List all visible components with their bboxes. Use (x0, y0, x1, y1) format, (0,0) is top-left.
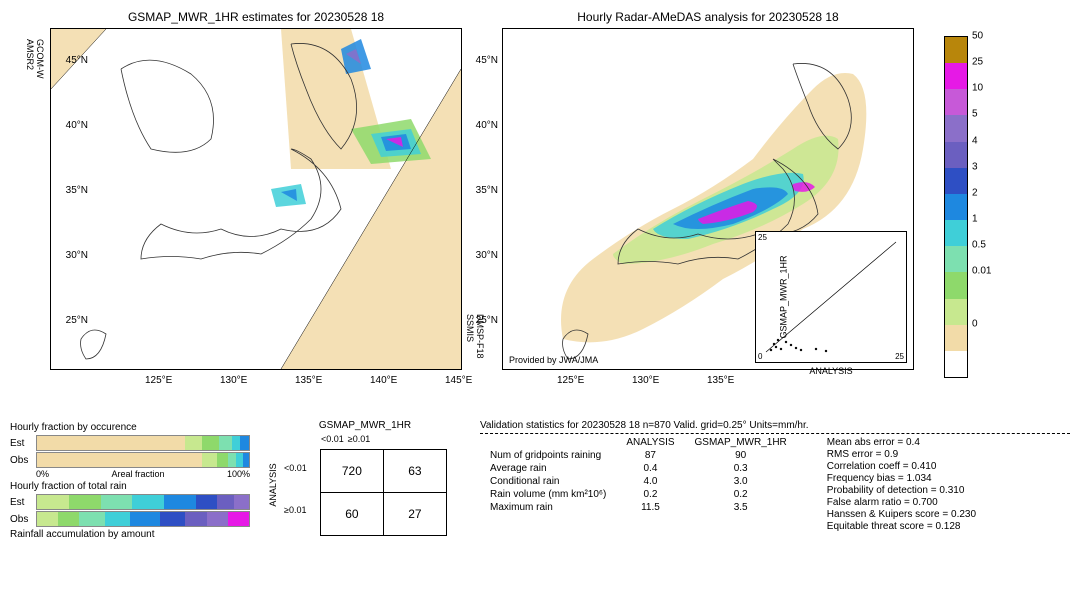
acc-title: Rainfall accumulation by amount (10, 529, 250, 540)
map2-panel: Hourly Radar-AMeDAS analysis for 2023052… (502, 10, 914, 390)
scale-row: 0%Areal fraction100% (10, 469, 250, 479)
sat-left-label: GCOM-WAMSR2 (25, 39, 45, 79)
occ-obs-bar (36, 452, 250, 468)
tot-est-bar (36, 494, 250, 510)
map1-svg (51, 29, 461, 369)
contingency-panel: GSMAP_MWR_1HR ANALYSIS <0.01≥0.01 <0.01≥… (270, 420, 460, 542)
scatter-inset: 0 25 25 ANALYSIS GSMAP_MWR_1HR (755, 231, 907, 363)
provided-label: Provided by JWA/JMA (509, 355, 598, 365)
scatter-xlabel: ANALYSIS (809, 366, 852, 376)
tot-title: Hourly fraction of total rain (10, 481, 250, 492)
cont-01: 63 (383, 450, 446, 493)
stats-table: ANALYSISGSMAP_MWR_1HR Num of gridpoints … (480, 436, 797, 533)
occ-est-bar (36, 435, 250, 451)
cont-00: 720 (320, 450, 383, 493)
stats-metrics: Mean abs error = 0.4RMS error = 0.9Corre… (827, 436, 976, 533)
cont-title: GSMAP_MWR_1HR (270, 420, 460, 431)
map2-title: Hourly Radar-AMeDAS analysis for 2023052… (502, 10, 914, 24)
cont-10: 60 (320, 493, 383, 536)
cont-row-label: ANALYSIS (268, 463, 278, 506)
tot-obs-bar (36, 511, 250, 527)
bottom-row: Hourly fraction by occurence Est Obs 0%A… (10, 420, 1070, 542)
est-label: Est (10, 438, 36, 449)
map1-title: GSMAP_MWR_1HR estimates for 20230528 18 (50, 10, 462, 24)
map1-box: GCOM-WAMSR2 DMSP-F18SSMIS (50, 28, 462, 370)
map2-box: Provided by JWA/JMA 0 25 25 ANAL (502, 28, 914, 370)
obs-label: Obs (10, 455, 36, 466)
cont-table: 72063 6027 (320, 449, 447, 536)
colorbar: 502510543210.50.010 (944, 10, 1004, 390)
map1-panel: GSMAP_MWR_1HR estimates for 20230528 18 (50, 10, 462, 390)
stats-header: Validation statistics for 20230528 18 n=… (480, 420, 1070, 431)
cont-11: 27 (383, 493, 446, 536)
stats-panel: Validation statistics for 20230528 18 n=… (480, 420, 1070, 542)
scatter-ylabel: GSMAP_MWR_1HR (779, 255, 789, 338)
top-row: GSMAP_MWR_1HR estimates for 20230528 18 (10, 10, 1070, 390)
occ-title: Hourly fraction by occurence (10, 422, 250, 433)
fractions-panel: Hourly fraction by occurence Est Obs 0%A… (10, 420, 250, 542)
